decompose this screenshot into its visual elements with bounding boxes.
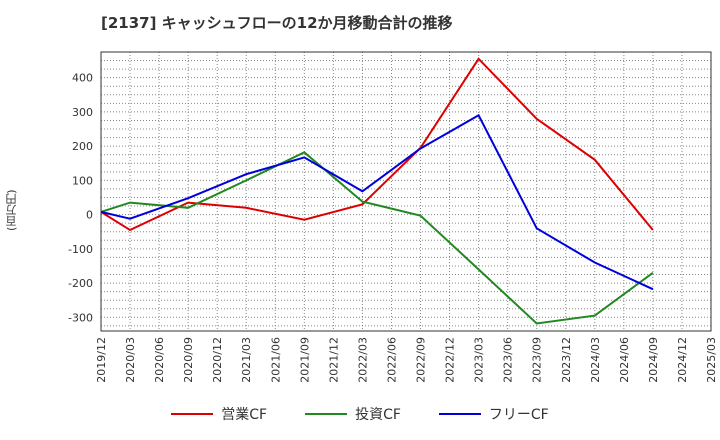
- y-tick-label: 400: [72, 72, 93, 85]
- legend-item-investing-cf: 投資CF: [305, 404, 401, 424]
- legend-item-free-cf: フリーCF: [438, 404, 549, 424]
- legend-label-free-cf: フリーCF: [488, 407, 549, 423]
- x-tick-label: 2020/06: [153, 337, 166, 383]
- series-line-free-cf: [100, 113, 654, 291]
- legend-swatch-investing-cf: [305, 413, 348, 415]
- legend-swatch-free-cf: [438, 413, 481, 415]
- x-tick-label: 2022/09: [415, 337, 428, 383]
- x-tick-label: 2019/12: [95, 337, 108, 383]
- x-tick-label: 2021/03: [240, 337, 253, 383]
- y-tick-label: -100: [68, 243, 93, 256]
- x-tick-label: 2020/12: [211, 337, 224, 383]
- legend-swatch-operating-cf: [171, 413, 214, 415]
- y-tick-label: 100: [72, 174, 93, 187]
- y-tick-label: 200: [72, 140, 93, 153]
- legend-item-operating-cf: 営業CF: [171, 404, 267, 424]
- x-tick-label: 2022/12: [444, 337, 457, 383]
- x-tick-label: 2023/03: [473, 337, 486, 383]
- legend-label-investing-cf: 投資CF: [355, 407, 401, 423]
- x-tick-label: 2024/12: [676, 337, 689, 383]
- x-tick-label: 2022/06: [385, 337, 398, 383]
- chart-title: [2137] キャッシュフローの12か月移動合計の推移: [101, 14, 453, 32]
- x-tick-label: 2021/09: [298, 337, 311, 383]
- x-tick-label: 2024/06: [618, 337, 631, 383]
- plot-frame: [100, 51, 712, 332]
- x-tick-label: 2023/06: [502, 337, 515, 383]
- x-tick-label: 2025/03: [705, 337, 718, 383]
- x-tick-label: 2020/03: [124, 337, 137, 383]
- legend: 営業CF 投資CF フリーCF: [0, 404, 720, 424]
- series-line-operating-cf: [100, 57, 654, 232]
- x-tick-label: 2022/03: [356, 337, 369, 383]
- plot-area: [101, 52, 711, 331]
- x-tick-label: 2023/12: [560, 337, 573, 383]
- y-tick-label: 0: [86, 209, 93, 222]
- x-tick-label: 2021/12: [327, 337, 340, 383]
- y-tick-label: -300: [68, 311, 93, 324]
- y-tick-label: 300: [72, 106, 93, 119]
- y-tick-label: -200: [68, 277, 93, 290]
- x-tick-label: 2023/09: [531, 337, 544, 383]
- x-tick-label: 2024/03: [589, 337, 602, 383]
- x-tick-label: 2021/06: [269, 337, 282, 383]
- x-tick-label: 2024/09: [647, 337, 660, 383]
- x-tick-label: 2020/09: [182, 337, 195, 383]
- legend-label-operating-cf: 営業CF: [221, 407, 268, 423]
